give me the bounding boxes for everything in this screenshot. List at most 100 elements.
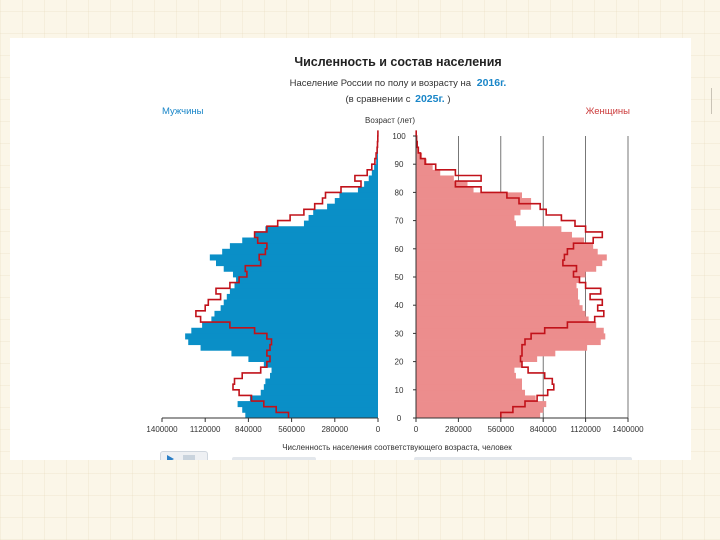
men-bar (327, 203, 378, 210)
women-bar (416, 406, 544, 413)
women-bar (416, 344, 588, 351)
men-bar (270, 372, 378, 379)
men-bar (376, 158, 378, 165)
women-bar (416, 271, 586, 278)
women-bar (416, 355, 538, 362)
play-icon (167, 455, 174, 460)
men-bar (303, 220, 378, 227)
men-bar (209, 254, 378, 261)
women-bar (416, 220, 516, 227)
women-bar (416, 389, 526, 396)
men-bar (200, 344, 378, 351)
left-tick-label: 1120000 (190, 425, 221, 434)
men-bar (216, 260, 378, 267)
women-bar (416, 175, 454, 182)
women-bar (416, 254, 607, 261)
left-tick-label: 560000 (278, 425, 305, 434)
men-bar (242, 406, 378, 413)
men-bar (249, 395, 378, 402)
men-bar (185, 333, 378, 340)
women-bar (416, 333, 606, 340)
women-bar (416, 395, 536, 402)
timeline-track[interactable] (414, 457, 632, 460)
men-bar (236, 277, 378, 284)
women-bar (416, 243, 594, 250)
women-bar (416, 282, 577, 289)
women-bar (416, 293, 579, 300)
men-bar (254, 231, 378, 238)
men-bar (374, 164, 378, 171)
right-tick-label: 1120000 (570, 425, 601, 434)
women-bar (416, 378, 522, 385)
men-bar (214, 310, 378, 317)
left-tick-label: 1400000 (146, 425, 178, 434)
left-tick-label: 280000 (321, 425, 348, 434)
age-tick-label: 0 (397, 414, 402, 423)
men-bar (265, 226, 378, 233)
men-bar (263, 384, 378, 391)
men-bar (364, 181, 378, 188)
left-tick-label: 840000 (235, 425, 262, 434)
men-bar (339, 192, 378, 199)
men-bar (191, 327, 378, 334)
women-2025-line (415, 130, 605, 418)
women-bar (416, 226, 562, 233)
men-bar (260, 389, 378, 396)
men-bar (226, 293, 378, 300)
women-bar (416, 361, 522, 368)
men-bar (263, 361, 378, 368)
right-tick-label: 560000 (487, 425, 514, 434)
axis-layer: 1400000 1120000 840000 560000 280000 0 0 280000… (146, 132, 644, 434)
chart-title: Численность и состав населения (294, 55, 501, 69)
timeline-slider[interactable] (232, 457, 316, 460)
women-bar (416, 237, 585, 244)
slide-edge-line (711, 88, 712, 114)
men-2025-line (195, 130, 379, 418)
right-tick-label: 0 (414, 425, 419, 434)
right-tick-label: 1400000 (612, 425, 644, 434)
men-bar (222, 248, 378, 255)
right-tick-label: 280000 (445, 425, 472, 434)
women-bar (416, 299, 580, 306)
subtitle-year: 2016г. (477, 77, 507, 89)
men-bar (223, 265, 378, 272)
men-bar (242, 237, 378, 244)
men-bar (237, 401, 378, 408)
slide-frame: Численность и состав населения Население… (10, 38, 691, 460)
men-bar (308, 214, 378, 221)
x-axis-label: Численность населения соответствующего в… (282, 443, 512, 452)
age-tick-label: 100 (392, 132, 406, 141)
women-bar (416, 248, 598, 255)
men-bar (232, 271, 378, 278)
women-bar (416, 305, 583, 312)
women-label: Женщины (586, 106, 631, 117)
women-bar (416, 158, 427, 165)
women-bar (416, 367, 515, 374)
play-button[interactable] (160, 451, 208, 460)
comparison-prefix: (в сравнении с (345, 94, 410, 105)
women-bar (416, 186, 474, 193)
chart-subtitle: Население России по полу и возрасту на 2… (290, 77, 507, 89)
age-tick-label: 70 (395, 217, 404, 226)
women-bar (416, 327, 604, 334)
comparison-suffix: ) (447, 94, 450, 105)
player-controls (160, 451, 690, 460)
population-pyramid-chart: Численность и состав населения Население… (146, 55, 644, 452)
men-bar (188, 339, 378, 346)
left-tick-label: 0 (376, 425, 381, 434)
women-bar (416, 169, 441, 176)
women-bar (416, 260, 603, 267)
men-label: Мужчины (162, 106, 204, 117)
age-tick-label: 50 (395, 273, 404, 282)
women-bar (416, 339, 601, 346)
men-bar (229, 288, 378, 295)
women-bar (416, 350, 556, 357)
men-bar (357, 186, 378, 193)
men-bar (265, 378, 378, 385)
men-bar (371, 169, 378, 176)
women-bar (416, 277, 580, 284)
chart-comparison: (в сравнении с 2025г. ) (345, 93, 450, 105)
men-bar (334, 198, 378, 205)
women-bar (416, 372, 516, 379)
men-bar (248, 355, 378, 362)
